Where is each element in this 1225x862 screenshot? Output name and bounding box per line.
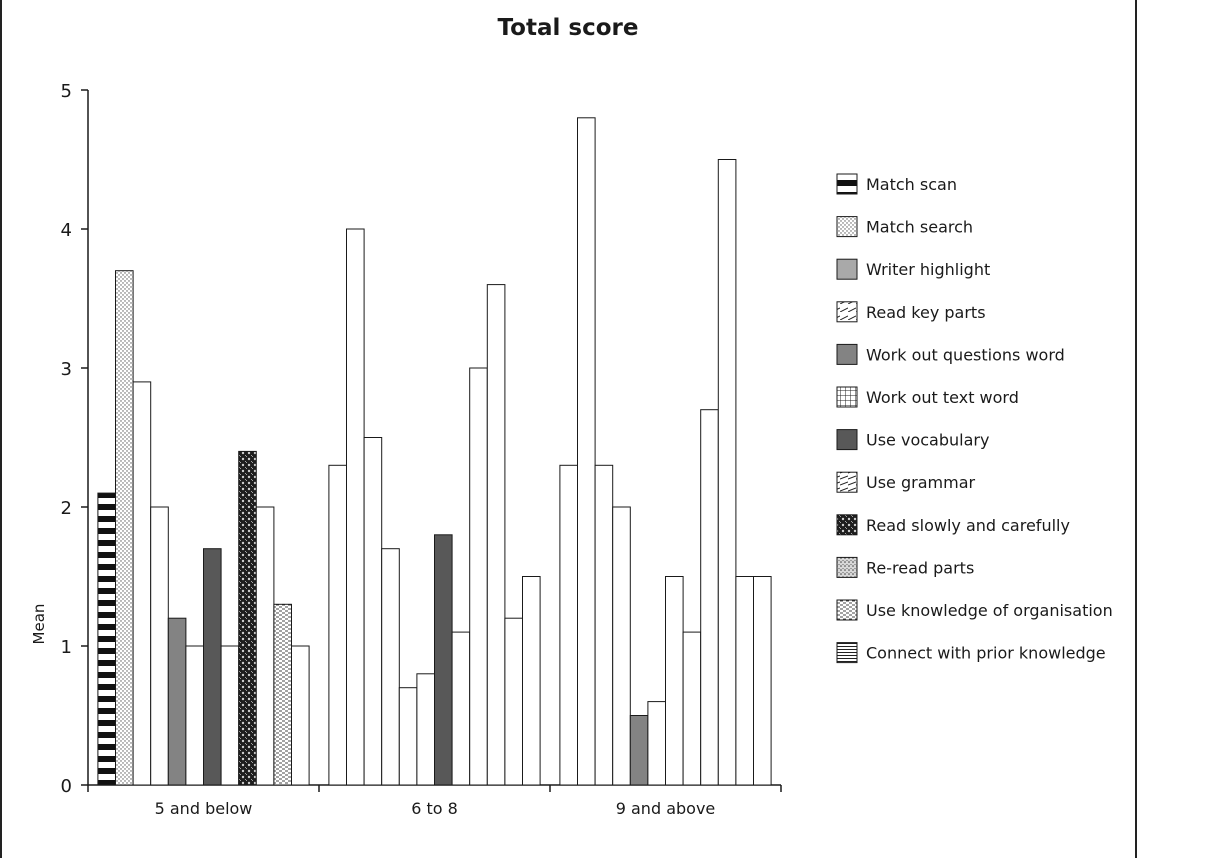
legend-label: Use vocabulary — [866, 431, 989, 450]
bar-read-slowly-and-carefully — [238, 450, 257, 786]
legend-swatch — [836, 216, 858, 238]
bar-match-search — [346, 228, 365, 786]
bar-read-key-parts — [150, 506, 169, 786]
x-ticks: 5 and below 6 to 8 9 and above — [87, 785, 782, 818]
bar-match-search — [115, 270, 134, 786]
bar-use-vocabulary — [665, 576, 684, 786]
legend-label: Work out text word — [866, 388, 1019, 407]
bar-connect-with-prior-knowledge — [522, 576, 541, 786]
y-tick-label: 4 — [61, 220, 72, 241]
x-category-label: 5 and below — [155, 799, 253, 818]
frame-border-right — [1135, 0, 1137, 858]
bar-use-knowledge-of-organisation — [504, 617, 523, 786]
y-axis-label: Mean — [30, 604, 48, 645]
bar-use-grammar — [682, 631, 702, 786]
bar-connect-with-prior-knowledge — [753, 576, 772, 786]
bar-use-grammar — [451, 631, 471, 786]
bar-use-vocabulary — [203, 548, 222, 786]
legend-swatch — [836, 173, 858, 195]
legend-label: Match scan — [866, 175, 957, 194]
legend: Match scan Match search Writer highlight Re… — [836, 173, 1113, 664]
bar-read-slowly-and-carefully — [700, 409, 719, 786]
legend-swatch — [836, 599, 858, 621]
bar-use-vocabulary — [434, 534, 453, 786]
legend-swatch — [836, 556, 858, 578]
x-category-label: 6 to 8 — [411, 799, 458, 818]
legend-label: Writer highlight — [866, 260, 990, 279]
bar-connect-with-prior-knowledge — [291, 645, 310, 786]
legend-label: Work out questions word — [866, 345, 1065, 364]
y-tick-label: 2 — [61, 498, 72, 519]
bar-work-out-text-word — [185, 645, 204, 786]
y-tick-label: 3 — [61, 359, 72, 380]
legend-label: Re-read parts — [866, 558, 974, 577]
bar-re-read-parts — [717, 159, 737, 786]
y-tick-label: 5 — [61, 81, 72, 102]
legend-swatch — [836, 301, 858, 323]
legend-swatch — [836, 514, 858, 536]
bar-match-scan — [328, 464, 347, 786]
legend-swatch — [836, 429, 858, 451]
bar-re-read-parts — [255, 506, 275, 786]
bar-use-knowledge-of-organisation — [273, 603, 292, 786]
frame-border-left — [0, 0, 2, 858]
bar-work-out-text-word — [647, 701, 667, 786]
bar-writer-highlight — [363, 437, 383, 786]
legend-label: Read key parts — [866, 303, 986, 322]
legend-swatch — [836, 258, 858, 280]
legend-label: Use grammar — [866, 473, 975, 492]
bar-match-scan — [97, 492, 117, 786]
x-category-label: 9 and above — [616, 799, 716, 818]
bar-use-grammar — [220, 645, 240, 786]
bar-work-out-questions-word — [629, 715, 649, 786]
legend-label: Match search — [866, 218, 973, 237]
bar-work-out-questions-word — [398, 687, 418, 786]
legend-label: Read slowly and carefully — [866, 516, 1070, 535]
bar-re-read-parts — [486, 284, 506, 786]
bar-work-out-text-word — [416, 673, 435, 786]
bar-use-knowledge-of-organisation — [735, 576, 755, 786]
y-ticks: 0 1 2 3 4 5 — [61, 81, 88, 797]
bar-read-key-parts — [381, 548, 400, 786]
legend-swatch — [836, 386, 858, 408]
bar-match-search — [577, 117, 596, 786]
bar-writer-highlight — [132, 381, 152, 786]
y-tick-label: 1 — [61, 637, 72, 658]
legend-label: Use knowledge of organisation — [866, 601, 1113, 620]
bar-work-out-questions-word — [167, 617, 187, 786]
bar-writer-highlight — [594, 464, 614, 786]
bar-read-key-parts — [612, 506, 631, 786]
bar-read-slowly-and-carefully — [469, 367, 488, 786]
y-tick-label: 0 — [61, 776, 72, 797]
legend-label: Connect with prior knowledge — [866, 644, 1106, 663]
legend-swatch — [836, 343, 858, 365]
legend-swatch — [836, 471, 858, 493]
bars — [97, 117, 772, 786]
chart-title: Total score — [498, 15, 639, 41]
bar-match-scan — [559, 464, 579, 786]
legend-swatch — [836, 642, 858, 664]
